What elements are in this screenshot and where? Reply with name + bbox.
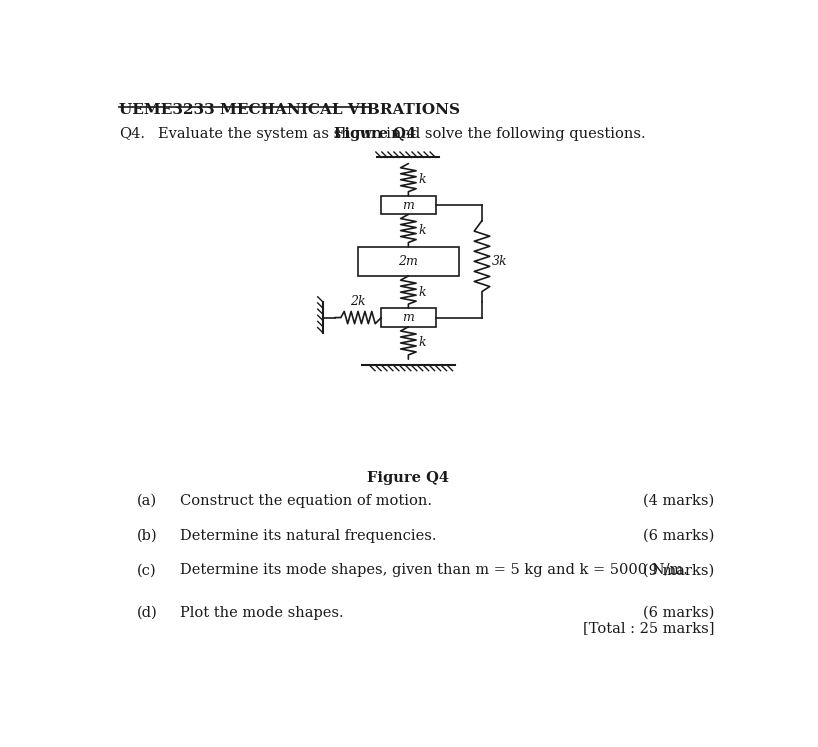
Text: k: k <box>419 336 426 350</box>
Text: (d): (d) <box>137 606 158 619</box>
Text: Evaluate the system as shown in: Evaluate the system as shown in <box>158 126 405 140</box>
Text: k: k <box>419 285 426 299</box>
Text: UEME3233 MECHANICAL VIBRATIONS: UEME3233 MECHANICAL VIBRATIONS <box>119 104 461 117</box>
Text: (4 marks): (4 marks) <box>643 494 714 508</box>
Text: (6 marks): (6 marks) <box>643 529 714 542</box>
Text: 2k: 2k <box>350 295 366 309</box>
Text: 2m: 2m <box>398 255 418 268</box>
Text: Plot the mode shapes.: Plot the mode shapes. <box>180 606 344 619</box>
Text: Determine its mode shapes, given than m = 5 kg and k = 5000 N/m.: Determine its mode shapes, given than m … <box>180 563 688 577</box>
Text: [Total : 25 marks]: [Total : 25 marks] <box>583 621 714 635</box>
Text: k: k <box>419 173 426 186</box>
Text: Construct the equation of motion.: Construct the equation of motion. <box>180 494 432 508</box>
Text: 3k: 3k <box>492 255 508 268</box>
Text: and solve the following questions.: and solve the following questions. <box>389 126 646 140</box>
Text: (b): (b) <box>137 529 158 542</box>
Text: m: m <box>402 311 414 324</box>
Text: Figure Q4: Figure Q4 <box>367 471 449 485</box>
Text: (9 marks): (9 marks) <box>643 563 714 577</box>
Text: (a): (a) <box>137 494 157 508</box>
Text: Figure Q4: Figure Q4 <box>334 126 416 140</box>
Text: Determine its natural frequencies.: Determine its natural frequencies. <box>180 529 436 542</box>
Text: k: k <box>419 224 426 237</box>
Bar <box>358 247 459 276</box>
Text: Q4.: Q4. <box>119 126 146 140</box>
Bar <box>381 309 435 326</box>
Text: (6 marks): (6 marks) <box>643 606 714 619</box>
Bar <box>381 196 435 214</box>
Text: m: m <box>402 199 414 211</box>
Text: (c): (c) <box>137 563 157 577</box>
